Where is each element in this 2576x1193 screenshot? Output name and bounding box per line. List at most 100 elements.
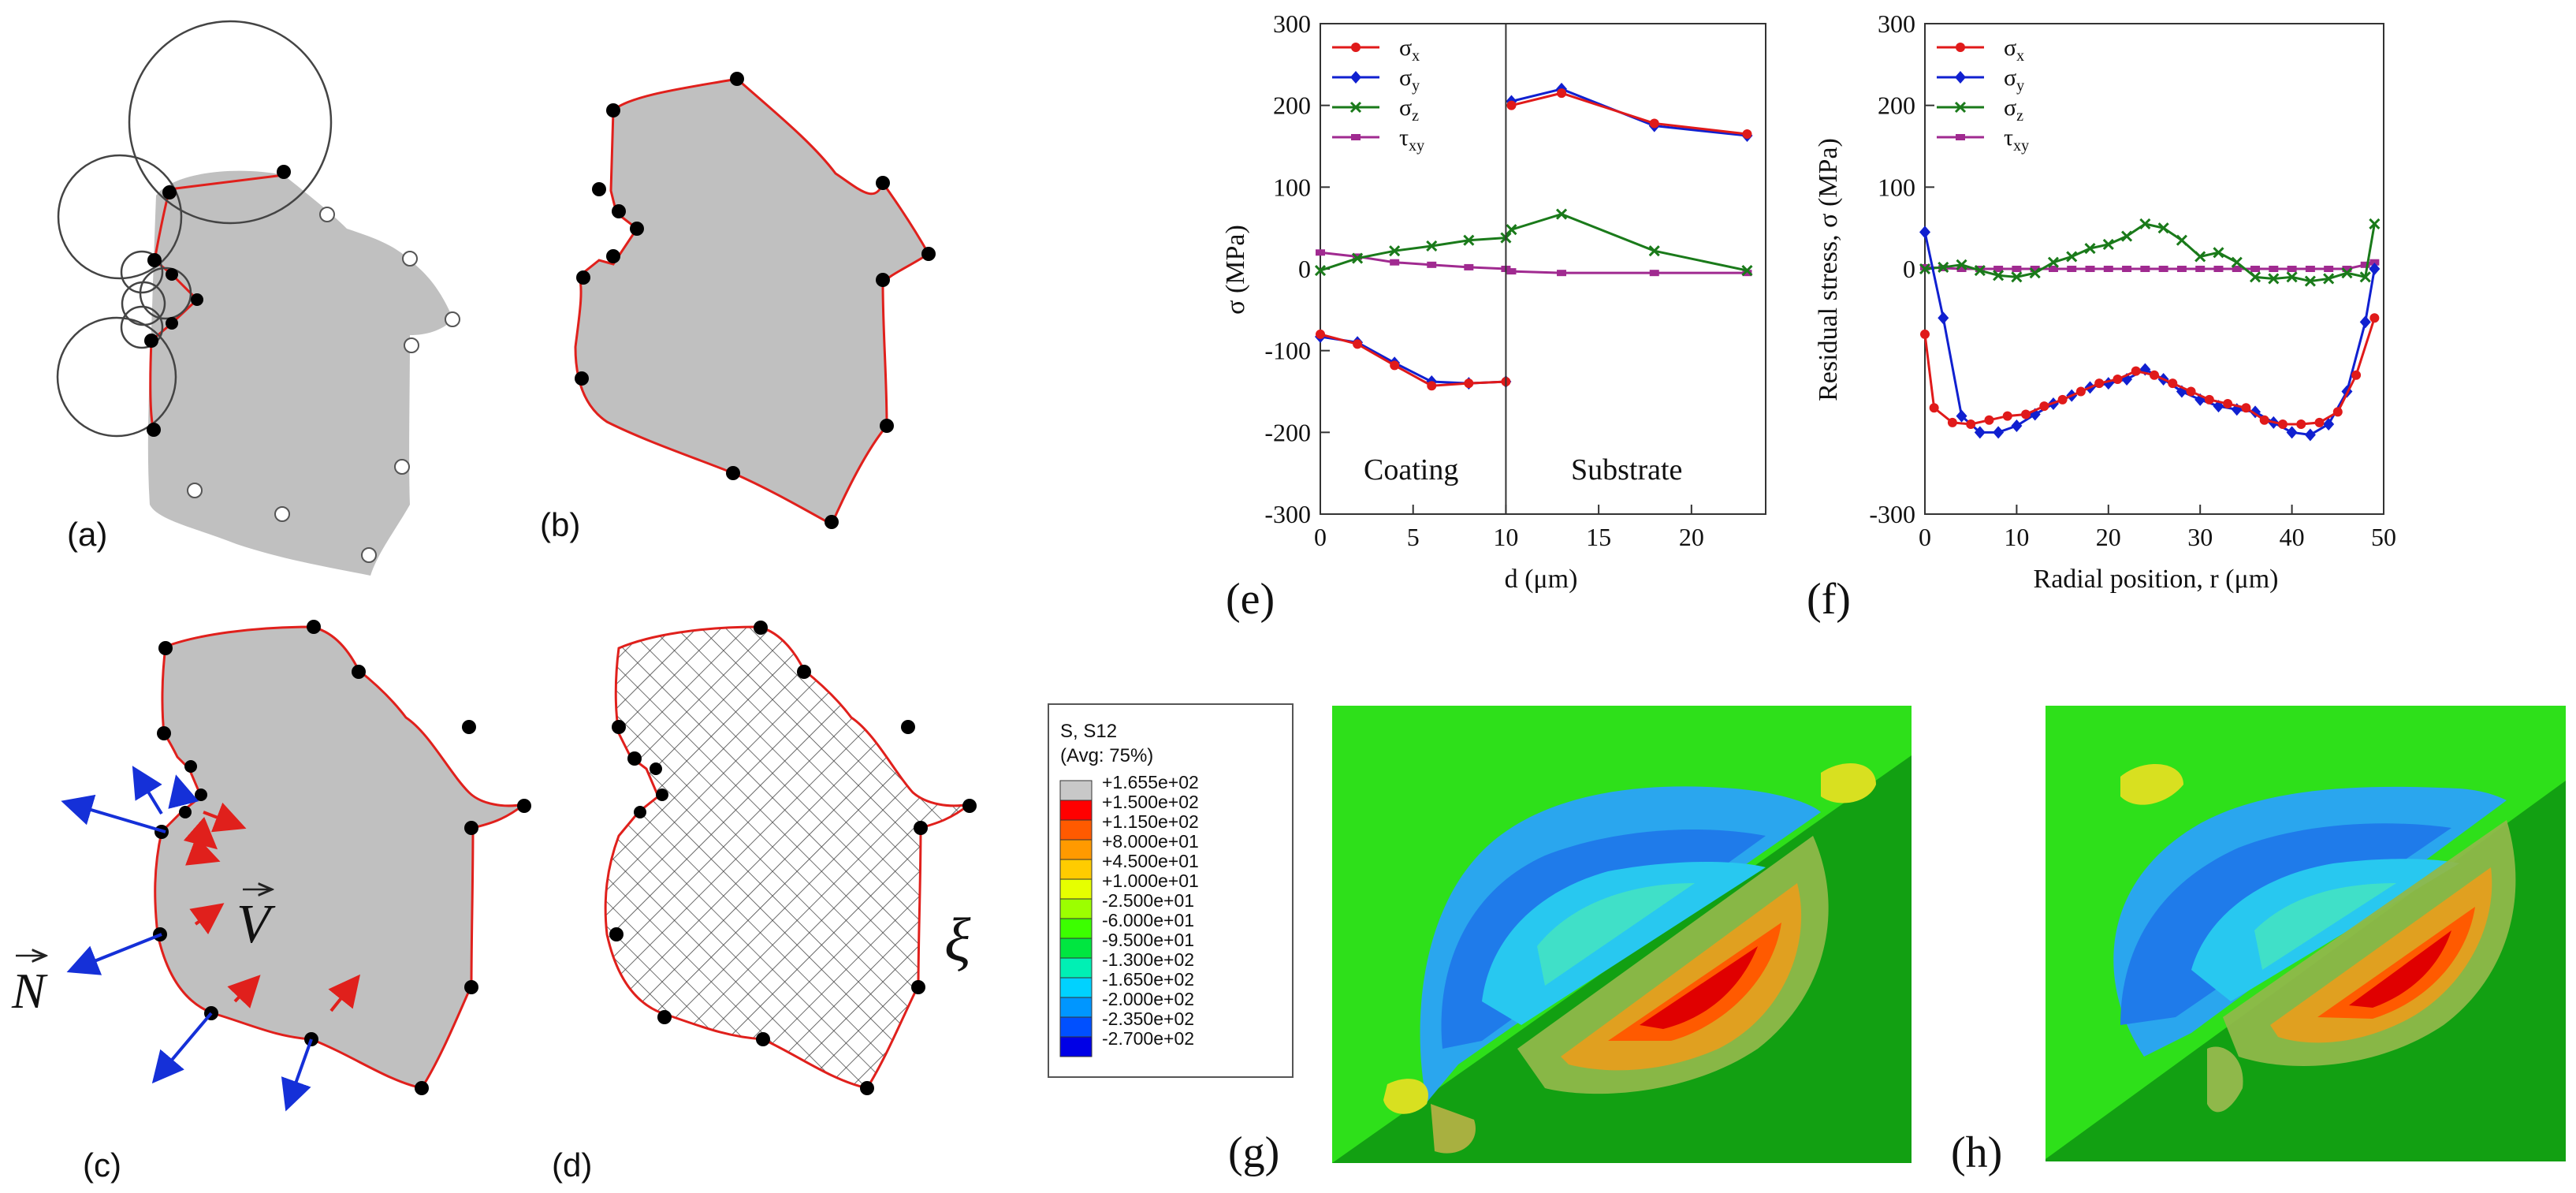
point-sigma-x: [2131, 366, 2141, 376]
panel-b: (b): [540, 72, 936, 543]
point-tau-xy: [2048, 266, 2058, 272]
point-sigma-z: [1463, 234, 1475, 246]
panel-label-h: (h): [1951, 1128, 2002, 1177]
contour-legend-title-1: S, S12: [1060, 721, 1117, 742]
point-sigma-x: [2259, 415, 2269, 425]
contour-legend-label: -1.650e+02: [1102, 969, 1194, 990]
contour-legend-title-2: (Avg: 75%): [1060, 745, 1153, 766]
boundary-points-b: [575, 72, 936, 529]
contour-legend-label: +4.500e+01: [1102, 851, 1199, 871]
point-sigma-x: [2204, 394, 2214, 405]
point-sigma-z: [2286, 271, 2298, 283]
contour-legend-swatch: [1059, 859, 1093, 880]
legend-marker-tau-xy: [1956, 134, 1965, 140]
contour-legend-swatch: [1059, 898, 1093, 919]
series-line-sigma-x: [1320, 333, 1506, 387]
point-sigma-x: [2075, 386, 2086, 397]
point-sigma-z: [1426, 240, 1438, 252]
chart-e-region-substrate: Substrate: [1571, 453, 1682, 487]
x-tick-label: 20: [1679, 523, 1704, 551]
contour-legend: S, S12 (Avg: 75%) +1.655e+02+1.500e+02+1…: [1048, 703, 1294, 1078]
contour-legend-label: -1.300e+02: [1102, 949, 1194, 970]
point-sigma-z: [2369, 218, 2381, 230]
contour-legend-label: +8.000e+01: [1102, 831, 1199, 852]
point-sigma-z: [1974, 265, 1986, 277]
y-tick-label: 100: [1878, 173, 1915, 201]
legend-label-sigma-y: σy: [1399, 65, 1420, 95]
point-sigma-x: [2351, 370, 2362, 380]
chart-e-xlabel: d (μm): [1505, 565, 1578, 594]
point-sigma-z: [1741, 265, 1753, 277]
point-sigma-y: [1993, 426, 2005, 439]
point-tau-xy: [2287, 266, 2297, 272]
point-tau-xy: [1390, 259, 1400, 266]
point-sigma-x: [1929, 403, 1939, 413]
shape-b: [574, 77, 931, 527]
point-sigma-y: [2323, 417, 2335, 431]
point-sigma-z: [2341, 267, 2353, 279]
contour-legend-swatch: [1059, 957, 1093, 979]
panel-label-b: (b): [540, 506, 580, 543]
x-tick-label: 0: [1314, 523, 1327, 551]
legend-label-sigma-y: σy: [2004, 65, 2024, 95]
point-sigma-x: [2057, 394, 2068, 405]
point-sigma-x: [1947, 417, 1957, 427]
x-tick-label: 0: [1919, 523, 1931, 551]
point-sigma-z: [2139, 218, 2151, 230]
y-tick-label: 0: [1298, 255, 1311, 283]
point-sigma-x: [2094, 378, 2105, 389]
point-sigma-y: [1919, 226, 1930, 239]
contour-legend-label: +1.000e+01: [1102, 871, 1199, 891]
boundary-points-d: [609, 621, 977, 1095]
point-tau-xy: [1316, 249, 1325, 256]
point-sigma-z: [1314, 265, 1327, 277]
contour-legend-swatch: [1059, 878, 1093, 900]
point-tau-xy: [2012, 266, 2022, 272]
legend-label-sigma-z: σz: [2004, 95, 2023, 125]
point-sigma-z: [2359, 271, 2371, 283]
panel-label-a: (a): [67, 516, 107, 553]
point-tau-xy: [2269, 266, 2279, 272]
point-tau-xy: [2140, 266, 2150, 272]
contour-legend-label: -2.500e+01: [1102, 890, 1194, 911]
point-sigma-z: [2323, 273, 2335, 285]
legend-marker-sigma-y: [1955, 71, 1966, 84]
legend-marker-tau-xy: [1351, 134, 1361, 140]
point-tau-xy: [1427, 261, 1437, 268]
contour-legend-entries: +1.655e+02+1.500e+02+1.150e+02+8.000e+01…: [1059, 772, 1199, 1057]
legend-label-tau-xy: τxy: [1399, 125, 1424, 155]
point-sigma-y: [2359, 315, 2371, 329]
contour-legend-label: +1.150e+02: [1102, 811, 1199, 832]
point-sigma-z: [2084, 243, 2096, 255]
symbol-N: N: [11, 956, 48, 1019]
x-tick-label: 10: [1493, 523, 1518, 551]
point-sigma-x: [1966, 419, 1976, 429]
y-tick-label: 100: [1273, 173, 1311, 201]
y-tick-label: 300: [1878, 9, 1915, 38]
point-sigma-x: [2369, 313, 2380, 323]
contour-legend-swatch: [1059, 997, 1093, 1018]
point-tau-xy: [1742, 270, 1752, 277]
y-tick-label: 200: [1273, 91, 1311, 120]
panel-c: V N (c): [11, 620, 531, 1184]
y-tick-label: 200: [1878, 91, 1915, 120]
y-tick-label: -200: [1264, 418, 1311, 446]
point-sigma-x: [1742, 129, 1752, 139]
point-sigma-z: [2066, 251, 2078, 263]
point-sigma-y: [1938, 311, 1949, 325]
point-sigma-z: [2231, 256, 2243, 268]
series-line-sigma-x: [1511, 91, 1748, 136]
legend-label-sigma-x: σx: [1399, 35, 1420, 65]
point-sigma-z: [2047, 256, 2060, 268]
point-sigma-x: [2021, 409, 2031, 419]
point-sigma-x: [1649, 118, 1659, 129]
contour-legend-swatch: [1059, 938, 1093, 959]
point-tau-xy: [1956, 266, 1967, 272]
series-line-sigma-z: [1924, 222, 2376, 283]
point-sigma-x: [1506, 100, 1517, 110]
point-sigma-z: [2304, 275, 2316, 287]
